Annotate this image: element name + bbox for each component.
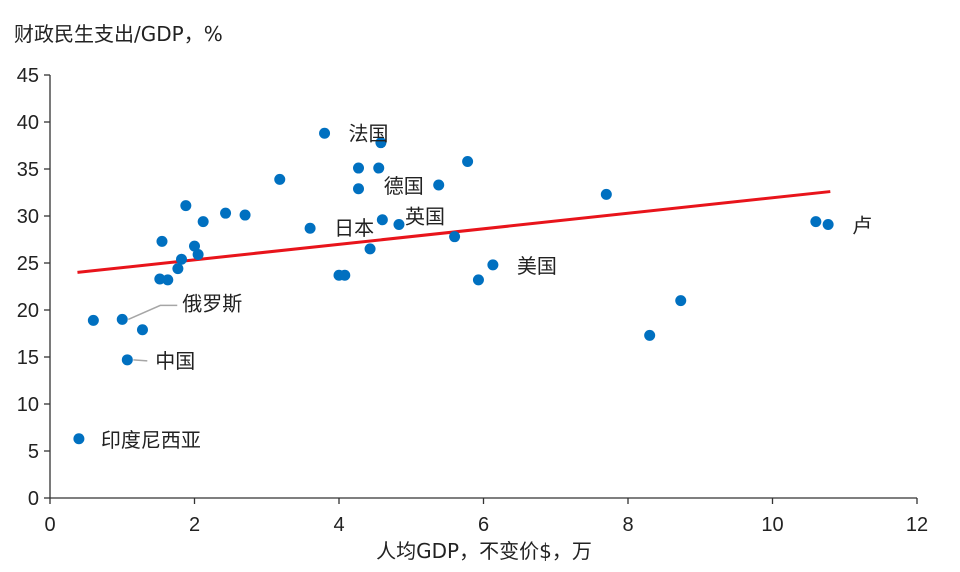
- data-point: [87, 314, 99, 326]
- data-point: [121, 354, 133, 366]
- y-tick-label: 35: [17, 159, 39, 181]
- y-tick-label: 0: [28, 488, 39, 510]
- point-label: 中国: [155, 349, 195, 373]
- data-point: [675, 295, 687, 307]
- data-point: [304, 222, 316, 234]
- data-point: [364, 243, 376, 255]
- data-point: [822, 218, 834, 230]
- y-tick-label: 5: [28, 441, 39, 463]
- data-point: [449, 231, 461, 243]
- points-group: [73, 127, 834, 445]
- data-point: [189, 240, 200, 252]
- x-tick-label: 6: [478, 514, 489, 536]
- x-tick-label: 0: [44, 514, 55, 536]
- data-point: [472, 274, 484, 286]
- point-label: 德国: [384, 174, 424, 198]
- data-point: [156, 235, 168, 247]
- data-point: [180, 200, 192, 212]
- data-point: [274, 173, 286, 185]
- data-point: [375, 137, 387, 149]
- y-tick-label: 40: [17, 112, 39, 134]
- data-point: [462, 155, 474, 167]
- data-point: [220, 207, 232, 219]
- point-label: 印度尼西亚: [101, 428, 201, 452]
- y-tick-label: 25: [17, 253, 39, 275]
- data-point: [487, 259, 499, 271]
- x-tick-label: 10: [761, 514, 783, 536]
- data-point: [136, 324, 148, 336]
- data-point: [73, 433, 85, 445]
- y-tick-label: 45: [17, 65, 39, 87]
- point-label: 美国: [517, 254, 557, 278]
- y-tick-label: 30: [17, 206, 39, 228]
- data-point: [197, 216, 209, 228]
- data-point: [116, 313, 128, 325]
- data-point: [353, 162, 365, 174]
- data-point: [239, 209, 251, 221]
- data-point: [154, 273, 166, 285]
- point-label: 法国: [349, 121, 389, 145]
- axes: 0 5 10 15 20 25 30 35 40 45 0 2 4 6 8 10 12: [17, 65, 928, 536]
- label-leader-line: [133, 359, 148, 362]
- point-label: 卢: [852, 213, 872, 237]
- label-leader-line: [127, 304, 178, 321]
- y-axis-title: 财政民生支出/GDP，%: [14, 22, 223, 46]
- x-tick-label: 4: [333, 514, 344, 536]
- x-tick-label: 2: [189, 514, 200, 536]
- data-point: [376, 214, 388, 226]
- y-tick-label: 10: [17, 394, 39, 416]
- data-point: [433, 179, 445, 191]
- x-axis-title: 人均GDP，不变价$，万: [376, 539, 592, 563]
- x-tick-label: 12: [906, 514, 928, 536]
- point-label: 日本: [334, 216, 374, 240]
- data-point: [162, 274, 174, 286]
- data-point: [175, 253, 187, 265]
- data-point: [393, 218, 405, 230]
- data-point: [192, 249, 204, 261]
- data-point: [319, 127, 331, 139]
- data-point: [810, 216, 822, 228]
- y-tick-label: 15: [17, 347, 39, 369]
- point-label: 英国: [405, 204, 445, 228]
- data-point: [600, 188, 612, 200]
- x-tick-label: 8: [622, 514, 633, 536]
- data-point: [353, 183, 365, 195]
- y-tick-label: 20: [17, 300, 39, 322]
- data-point: [644, 329, 656, 341]
- data-point: [339, 269, 351, 281]
- data-point: [172, 263, 184, 275]
- data-point: [373, 162, 385, 174]
- point-label: 俄罗斯: [182, 291, 242, 315]
